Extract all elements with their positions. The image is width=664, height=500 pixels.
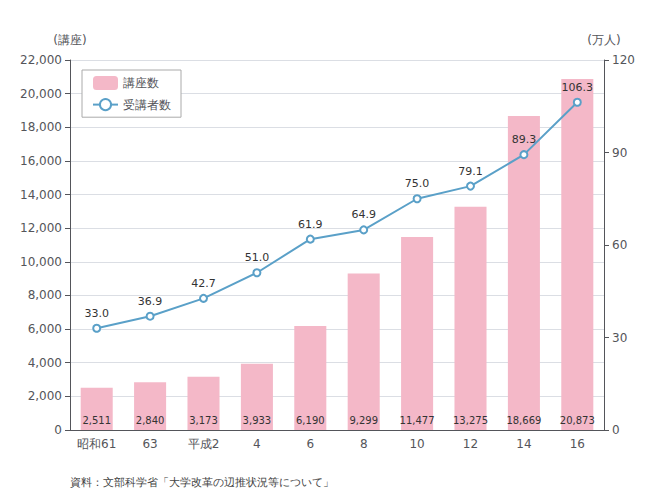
svg-text:120: 120 xyxy=(612,53,635,67)
svg-text:6,190: 6,190 xyxy=(296,415,325,426)
svg-text:0: 0 xyxy=(54,423,62,437)
svg-text:89.3: 89.3 xyxy=(512,133,537,146)
svg-text:42.7: 42.7 xyxy=(191,277,216,290)
svg-text:3,933: 3,933 xyxy=(243,415,272,426)
svg-text:16: 16 xyxy=(570,437,585,451)
svg-text:22,000: 22,000 xyxy=(20,53,62,67)
svg-text:20,873: 20,873 xyxy=(560,415,595,426)
svg-text:2,840: 2,840 xyxy=(136,415,165,426)
svg-text:6: 6 xyxy=(306,437,314,451)
svg-text:平成2: 平成2 xyxy=(188,437,220,451)
svg-text:12,000: 12,000 xyxy=(20,221,62,235)
svg-text:16,000: 16,000 xyxy=(20,154,62,168)
svg-text:4: 4 xyxy=(253,437,261,451)
svg-text:10,000: 10,000 xyxy=(20,255,62,269)
svg-text:4,000: 4,000 xyxy=(28,356,62,370)
svg-text:8,000: 8,000 xyxy=(28,288,62,302)
svg-text:8: 8 xyxy=(360,437,368,451)
svg-text:60: 60 xyxy=(612,238,627,252)
svg-text:(万人): (万人) xyxy=(587,33,620,47)
svg-text:18,000: 18,000 xyxy=(20,120,62,134)
svg-text:13,275: 13,275 xyxy=(453,415,488,426)
svg-text:2,511: 2,511 xyxy=(82,415,111,426)
svg-text:受講者数: 受講者数 xyxy=(123,98,171,112)
svg-text:14,000: 14,000 xyxy=(20,188,62,202)
svg-text:63: 63 xyxy=(142,437,157,451)
svg-text:9,299: 9,299 xyxy=(349,415,378,426)
svg-text:90: 90 xyxy=(612,146,627,160)
svg-text:36.9: 36.9 xyxy=(138,295,163,308)
svg-text:6,000: 6,000 xyxy=(28,322,62,336)
svg-text:20,000: 20,000 xyxy=(20,87,62,101)
svg-text:11,477: 11,477 xyxy=(400,415,435,426)
svg-text:(講座): (講座) xyxy=(53,33,86,47)
svg-text:2,000: 2,000 xyxy=(28,389,62,403)
svg-text:18,669: 18,669 xyxy=(506,415,541,426)
svg-text:61.9: 61.9 xyxy=(298,218,323,231)
svg-text:12: 12 xyxy=(463,437,478,451)
svg-text:75.0: 75.0 xyxy=(405,177,430,190)
svg-text:33.0: 33.0 xyxy=(84,307,109,320)
svg-text:30: 30 xyxy=(612,331,627,345)
svg-text:資料：文部科学省「大学改革の辺推状況等について」: 資料：文部科学省「大学改革の辺推状況等について」 xyxy=(70,476,334,489)
svg-text:講座数: 講座数 xyxy=(123,76,159,90)
svg-text:79.1: 79.1 xyxy=(458,165,483,178)
svg-text:3,173: 3,173 xyxy=(189,415,218,426)
svg-text:昭和61: 昭和61 xyxy=(77,437,116,451)
svg-text:51.0: 51.0 xyxy=(245,251,270,264)
svg-text:64.9: 64.9 xyxy=(351,208,376,221)
svg-text:106.3: 106.3 xyxy=(562,81,594,94)
svg-text:10: 10 xyxy=(409,437,424,451)
svg-text:14: 14 xyxy=(516,437,531,451)
svg-text:0: 0 xyxy=(612,423,620,437)
